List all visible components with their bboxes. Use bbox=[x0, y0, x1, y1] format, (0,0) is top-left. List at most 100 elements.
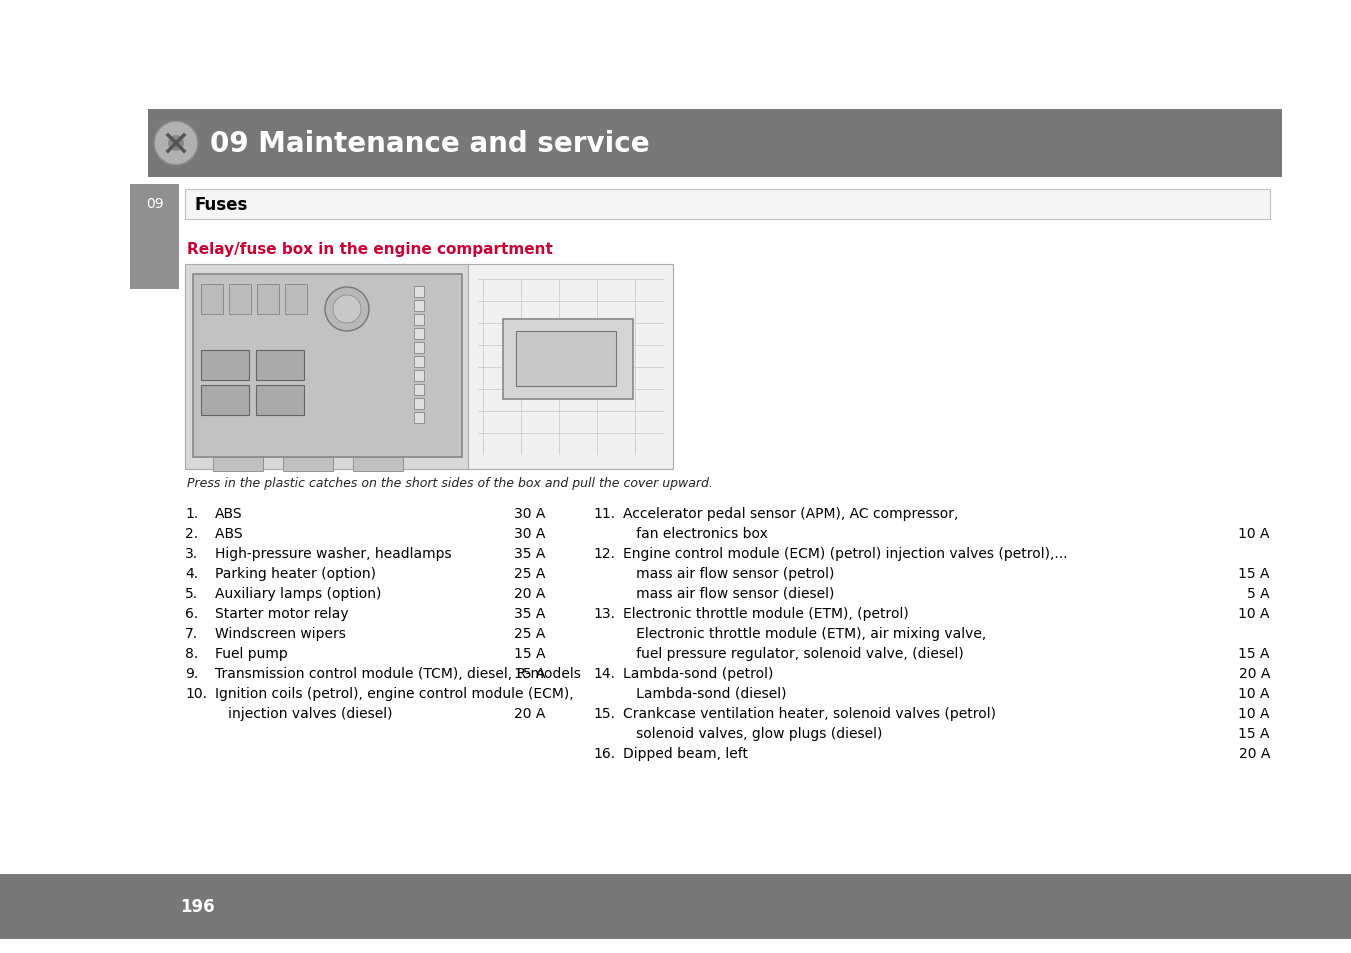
Text: fan electronics box: fan electronics box bbox=[623, 526, 773, 540]
Bar bbox=[285, 285, 307, 314]
Bar bbox=[503, 319, 634, 399]
Text: High-pressure washer, headlamps: High-pressure washer, headlamps bbox=[215, 546, 457, 560]
Text: 10 A: 10 A bbox=[1239, 686, 1270, 700]
Bar bbox=[0, 874, 1351, 939]
Bar bbox=[213, 457, 263, 472]
Circle shape bbox=[332, 295, 361, 324]
Text: 196: 196 bbox=[180, 898, 215, 916]
Text: 15 A: 15 A bbox=[1239, 726, 1270, 740]
Text: 15.: 15. bbox=[593, 706, 615, 720]
Bar bbox=[353, 457, 403, 472]
Text: 15 A: 15 A bbox=[513, 666, 544, 680]
Text: Ignition coils (petrol), engine control module (ECM),: Ignition coils (petrol), engine control … bbox=[215, 686, 574, 700]
Text: 5 A: 5 A bbox=[1247, 586, 1270, 600]
Text: 4.: 4. bbox=[185, 566, 199, 580]
Text: 10.: 10. bbox=[185, 686, 207, 700]
Text: 1.: 1. bbox=[185, 506, 199, 520]
Text: Dipped beam, left: Dipped beam, left bbox=[623, 746, 753, 760]
Bar bbox=[413, 314, 424, 326]
Text: 25 A: 25 A bbox=[513, 626, 544, 640]
Text: 30 A: 30 A bbox=[513, 506, 544, 520]
Bar bbox=[255, 351, 304, 380]
Text: 16.: 16. bbox=[593, 746, 615, 760]
Text: 14.: 14. bbox=[593, 666, 615, 680]
Bar bbox=[413, 329, 424, 339]
Text: fuel pressure regulator, solenoid valve, (diesel): fuel pressure regulator, solenoid valve,… bbox=[623, 646, 969, 660]
Text: Accelerator pedal sensor (APM), AC compressor,: Accelerator pedal sensor (APM), AC compr… bbox=[623, 506, 958, 520]
Bar bbox=[201, 386, 249, 416]
Circle shape bbox=[154, 122, 199, 166]
Text: Fuel pump: Fuel pump bbox=[215, 646, 292, 660]
Text: 15 A: 15 A bbox=[513, 646, 544, 660]
Text: Auxiliary lamps (option): Auxiliary lamps (option) bbox=[215, 586, 381, 600]
Bar bbox=[467, 265, 673, 470]
Text: 10 A: 10 A bbox=[1239, 526, 1270, 540]
Bar bbox=[130, 185, 178, 290]
Bar bbox=[193, 274, 462, 457]
Bar bbox=[185, 190, 1270, 220]
Text: Crankcase ventilation heater, solenoid valves (petrol): Crankcase ventilation heater, solenoid v… bbox=[623, 706, 996, 720]
Text: mass air flow sensor (petrol): mass air flow sensor (petrol) bbox=[623, 566, 835, 580]
Text: Transmission control module (TCM), diesel, R-models: Transmission control module (TCM), diese… bbox=[215, 666, 581, 680]
Bar bbox=[413, 343, 424, 354]
Text: 20 A: 20 A bbox=[513, 706, 544, 720]
Text: Engine control module (ECM) (petrol) injection valves (petrol),...: Engine control module (ECM) (petrol) inj… bbox=[623, 546, 1067, 560]
Text: Starter motor relay: Starter motor relay bbox=[215, 606, 349, 620]
Text: 15 A: 15 A bbox=[1239, 566, 1270, 580]
Bar bbox=[149, 110, 1282, 178]
Circle shape bbox=[326, 288, 369, 332]
Bar bbox=[413, 371, 424, 381]
Circle shape bbox=[168, 136, 184, 152]
Text: Press in the plastic catches on the short sides of the box and pull the cover up: Press in the plastic catches on the shor… bbox=[186, 476, 713, 490]
Text: Fuses: Fuses bbox=[195, 195, 249, 213]
Text: 6.: 6. bbox=[185, 606, 199, 620]
Text: 35 A: 35 A bbox=[513, 606, 544, 620]
Text: 3.: 3. bbox=[185, 546, 199, 560]
Text: 9.: 9. bbox=[185, 666, 199, 680]
Bar bbox=[413, 287, 424, 297]
Text: 20 A: 20 A bbox=[1239, 746, 1270, 760]
Text: 09 Maintenance and service: 09 Maintenance and service bbox=[209, 130, 650, 158]
Text: solenoid valves, glow plugs (diesel): solenoid valves, glow plugs (diesel) bbox=[623, 726, 882, 740]
Bar bbox=[255, 386, 304, 416]
Bar bbox=[413, 413, 424, 423]
Text: Electronic throttle module (ETM), (petrol): Electronic throttle module (ETM), (petro… bbox=[623, 606, 909, 620]
Bar bbox=[413, 398, 424, 410]
Text: Lambda-sond (petrol): Lambda-sond (petrol) bbox=[623, 666, 773, 680]
Bar bbox=[257, 285, 280, 314]
Text: Electronic throttle module (ETM), air mixing valve,: Electronic throttle module (ETM), air mi… bbox=[623, 626, 986, 640]
Bar bbox=[516, 332, 616, 387]
Text: 20 A: 20 A bbox=[513, 586, 544, 600]
Text: 2.: 2. bbox=[185, 526, 199, 540]
Text: ABS: ABS bbox=[215, 506, 243, 520]
Text: 20 A: 20 A bbox=[1239, 666, 1270, 680]
Text: mass air flow sensor (diesel): mass air flow sensor (diesel) bbox=[623, 586, 839, 600]
Bar bbox=[185, 265, 470, 470]
Text: Relay/fuse box in the engine compartment: Relay/fuse box in the engine compartment bbox=[186, 242, 553, 256]
Text: 09: 09 bbox=[146, 196, 163, 211]
Text: ABS: ABS bbox=[215, 526, 247, 540]
Text: 15 A: 15 A bbox=[1239, 646, 1270, 660]
Bar bbox=[201, 351, 249, 380]
Text: Lambda-sond (diesel): Lambda-sond (diesel) bbox=[623, 686, 790, 700]
Text: 10 A: 10 A bbox=[1239, 706, 1270, 720]
Text: 35 A: 35 A bbox=[513, 546, 544, 560]
Text: Windscreen wipers: Windscreen wipers bbox=[215, 626, 350, 640]
Text: 12.: 12. bbox=[593, 546, 615, 560]
Bar bbox=[282, 457, 332, 472]
Text: 25 A: 25 A bbox=[513, 566, 544, 580]
Bar bbox=[413, 385, 424, 395]
Text: 11.: 11. bbox=[593, 506, 615, 520]
Bar bbox=[201, 285, 223, 314]
Text: 8.: 8. bbox=[185, 646, 199, 660]
Bar bbox=[413, 301, 424, 312]
Text: 7.: 7. bbox=[185, 626, 199, 640]
Bar bbox=[230, 285, 251, 314]
Text: injection valves (diesel): injection valves (diesel) bbox=[215, 706, 397, 720]
Text: 30 A: 30 A bbox=[513, 526, 544, 540]
Text: 5.: 5. bbox=[185, 586, 199, 600]
Bar bbox=[413, 356, 424, 368]
Text: 13.: 13. bbox=[593, 606, 615, 620]
Text: 10 A: 10 A bbox=[1239, 606, 1270, 620]
Text: Parking heater (option): Parking heater (option) bbox=[215, 566, 376, 580]
